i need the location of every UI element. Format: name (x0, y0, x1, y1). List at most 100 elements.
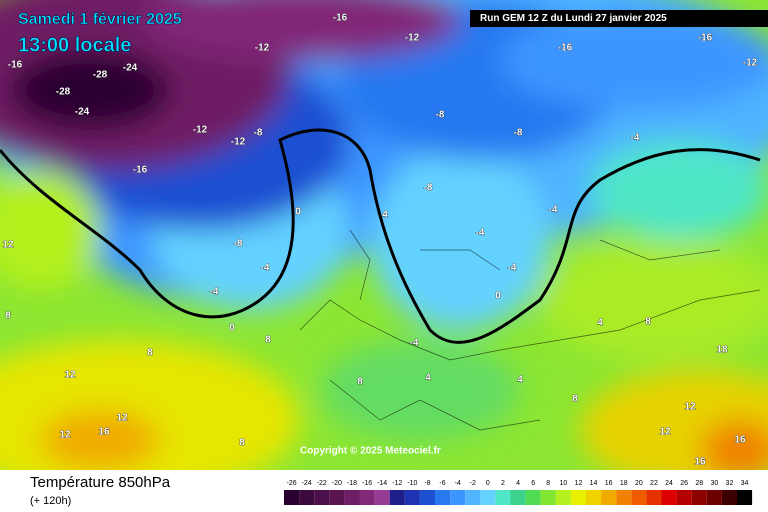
contour-label: 12 (659, 427, 671, 438)
contour-label: 4 (425, 373, 431, 384)
legend-tick-label: 2 (501, 480, 505, 487)
legend-swatch (510, 490, 526, 505)
legend-tick-label: 10 (559, 480, 567, 487)
time-label: 13:00 locale (18, 34, 131, 56)
legend-tick-label: -10 (407, 480, 417, 487)
contour-label: -8 (254, 128, 263, 139)
date-label: Samedi 1 février 2025 (18, 11, 182, 28)
legend-swatch (419, 490, 435, 505)
contour-label: 16 (98, 427, 110, 438)
contour-label: -16 (558, 43, 573, 54)
legend-swatch (676, 490, 692, 505)
contour-label: -4 (210, 287, 219, 298)
contour-label: 8 (147, 348, 153, 359)
contour-label: -12 (231, 137, 246, 148)
legend-swatch (601, 490, 617, 505)
run-box (470, 10, 768, 27)
contour-label: -4 (476, 228, 485, 239)
legend-swatch (329, 490, 345, 505)
legend-swatch (450, 490, 466, 505)
contour-label: -12 (743, 58, 758, 69)
contour-label: -28 (56, 87, 71, 98)
contour-label: -8 (514, 128, 523, 139)
legend-tick-label: 0 (486, 480, 490, 487)
legend-swatch (299, 490, 315, 505)
contour-label: -16 (133, 165, 148, 176)
legend-swatch (691, 490, 707, 505)
map (0, 0, 768, 470)
contour-label: 8 (5, 311, 11, 322)
copyright: Copyright © 2025 Meteociel.fr (300, 446, 441, 457)
run-label: Run GEM 12 Z du Lundi 27 janvier 2025 (480, 13, 667, 24)
legend-tick-label: -16 (362, 480, 372, 487)
contour-label: -28 (93, 70, 108, 81)
legend-swatch (540, 490, 556, 505)
legend-tick-label: 4 (516, 480, 520, 487)
contour-label: 8 (357, 377, 363, 388)
footer-subtitle: (+ 120h) (30, 495, 71, 507)
contour-label: -4 (261, 263, 270, 274)
legend-swatch (344, 490, 360, 505)
legend-swatch (661, 490, 677, 505)
legend-swatch (737, 490, 753, 505)
legend-tick-label: 18 (620, 480, 628, 487)
legend-tick-label: 22 (650, 480, 658, 487)
contour-label: 12 (64, 370, 76, 381)
legend-swatch (646, 490, 662, 505)
legend-tick-label: 8 (546, 480, 550, 487)
legend-swatch (314, 490, 330, 505)
legend-swatch (480, 490, 496, 505)
footer-title: Température 850hPa (30, 474, 171, 491)
legend-tick-label: -8 (424, 480, 430, 487)
contour-label: 12 (2, 240, 14, 251)
legend-tick-label: -20 (332, 480, 342, 487)
legend-swatch (389, 490, 405, 505)
contour-label: -4 (410, 338, 419, 349)
contour-label: -4 (508, 263, 517, 274)
legend-tick-label: -18 (347, 480, 357, 487)
contour-label: 12 (684, 402, 696, 413)
contour-label: 0 (295, 207, 301, 218)
legend-tick-label: -12 (392, 480, 402, 487)
legend-tick-label: -6 (439, 480, 445, 487)
contour-label: -8 (424, 183, 433, 194)
contour-label: -8 (436, 110, 445, 121)
contour-label: 0 (495, 291, 501, 302)
legend-swatch (284, 490, 300, 505)
legend-swatch (616, 490, 632, 505)
legend-tick-label: -24 (302, 480, 312, 487)
contour-label: -16 (333, 13, 348, 24)
contour-label: 16 (734, 435, 746, 446)
legend-swatch (706, 490, 722, 505)
legend-tick-label: -14 (377, 480, 387, 487)
legend-tick-label: 34 (741, 480, 749, 487)
legend-tick-label: 32 (726, 480, 734, 487)
contour-label: 12 (59, 430, 71, 441)
contour-label: -12 (255, 43, 270, 54)
legend-tick-label: -22 (317, 480, 327, 487)
legend-tick-label: 24 (665, 480, 673, 487)
contour-label: -12 (405, 33, 420, 44)
legend-swatch (555, 490, 571, 505)
contour-label: 4 (517, 375, 523, 386)
legend-tick-label: 12 (575, 480, 583, 487)
contour-label: 8 (572, 394, 578, 405)
legend-tick-label: 20 (635, 480, 643, 487)
legend-tick-label: 16 (605, 480, 613, 487)
contour-label: -24 (123, 63, 138, 74)
legend-tick-label: -4 (455, 480, 461, 487)
contour-label: 18 (716, 345, 728, 356)
contour-label: -12 (193, 125, 208, 136)
contour-label: 16 (694, 457, 706, 468)
contour-label: 8 (645, 317, 651, 328)
contour-label: -24 (75, 107, 90, 118)
contour-label: 8 (239, 438, 245, 449)
legend-swatch (404, 490, 420, 505)
legend-swatch (374, 490, 390, 505)
legend-tick-label: 14 (590, 480, 598, 487)
legend-tick-label: 30 (710, 480, 718, 487)
contour-label: 0 (229, 323, 235, 334)
contour-label: -8 (234, 239, 243, 250)
legend-swatch (359, 490, 375, 505)
